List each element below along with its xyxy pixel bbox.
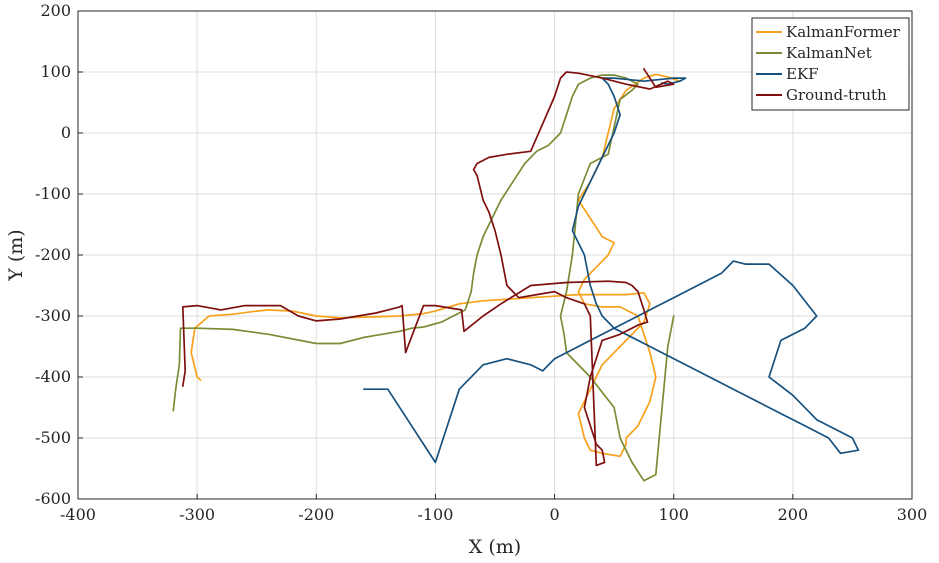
x-tick-label: -300 bbox=[179, 505, 215, 524]
y-tick-label: -200 bbox=[35, 245, 71, 264]
y-tick-label: -400 bbox=[35, 367, 71, 386]
x-tick-label: -100 bbox=[417, 505, 453, 524]
y-tick-label: -100 bbox=[35, 184, 71, 203]
legend-label-ground-truth: Ground-truth bbox=[786, 86, 887, 104]
y-tick-label: -600 bbox=[35, 489, 71, 508]
x-tick-label: 0 bbox=[549, 505, 559, 524]
x-tick-label: -200 bbox=[298, 505, 334, 524]
y-tick-label: 200 bbox=[40, 1, 71, 20]
legend-label-kalmannet: KalmanNet bbox=[786, 44, 872, 62]
x-tick-label: -400 bbox=[60, 505, 96, 524]
tick-labels: -400 -300 -200 -100 0 100 200 300 -600 -500 -400 -3… bbox=[35, 1, 927, 524]
y-tick-label: -300 bbox=[35, 306, 71, 325]
y-tick-label: -500 bbox=[35, 428, 71, 447]
series-line-kalmannet bbox=[172, 74, 675, 482]
y-tick-label: 100 bbox=[40, 62, 71, 81]
y-axis-label: Y (m) bbox=[5, 229, 27, 281]
legend: KalmanFormer KalmanNet EKF Ground-truth bbox=[751, 17, 910, 111]
x-tick-label: 100 bbox=[658, 505, 689, 524]
legend-label-kalmanformer: KalmanFormer bbox=[786, 23, 901, 41]
y-tick-label: 0 bbox=[61, 123, 71, 142]
legend-label-ekf: EKF bbox=[786, 65, 819, 83]
x-axis-label: X (m) bbox=[469, 536, 521, 558]
series-layer bbox=[172, 68, 860, 482]
series-line-ground-truth bbox=[181, 68, 675, 467]
x-tick-label: 200 bbox=[778, 505, 809, 524]
x-tick-label: 300 bbox=[897, 505, 928, 524]
